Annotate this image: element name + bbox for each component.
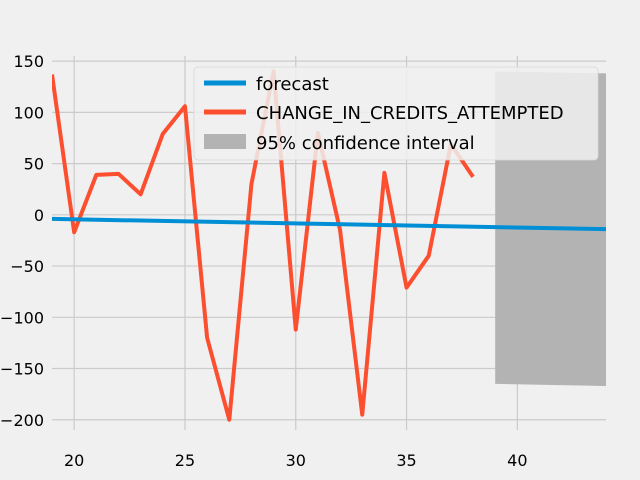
x-tick-label: 20 (64, 451, 84, 470)
y-axis-ticks: 150 100 50 0 −50 −100 −150 −200 (0, 52, 44, 430)
legend: forecast CHANGE_IN_CREDITS_ATTEMPTED 95%… (193, 66, 599, 161)
series-line-forecast (52, 216, 606, 232)
legend-box (193, 66, 599, 161)
x-tick-label: 30 (286, 451, 306, 470)
x-axis-ticks: 20 25 30 35 40 (64, 451, 528, 470)
legend-swatch-confidence-interval (204, 134, 246, 149)
legend-label-forecast: forecast (256, 74, 329, 95)
y-tick-label: 50 (24, 155, 44, 174)
y-tick-label: −150 (0, 360, 44, 379)
legend-label-change-in-credits: CHANGE_IN_CREDITS_ATTEMPTED (256, 103, 564, 124)
x-tick-label: 35 (396, 451, 416, 470)
y-tick-label: −200 (0, 411, 44, 430)
y-tick-label: 150 (13, 52, 44, 71)
legend-label-confidence-interval: 95% confidence interval (256, 133, 475, 154)
x-tick-label: 40 (507, 451, 527, 470)
y-tick-label: −50 (10, 257, 44, 276)
x-tick-label: 25 (175, 451, 195, 470)
y-tick-label: 100 (13, 103, 44, 122)
y-tick-label: 0 (34, 206, 44, 225)
y-tick-label: −100 (0, 308, 44, 327)
